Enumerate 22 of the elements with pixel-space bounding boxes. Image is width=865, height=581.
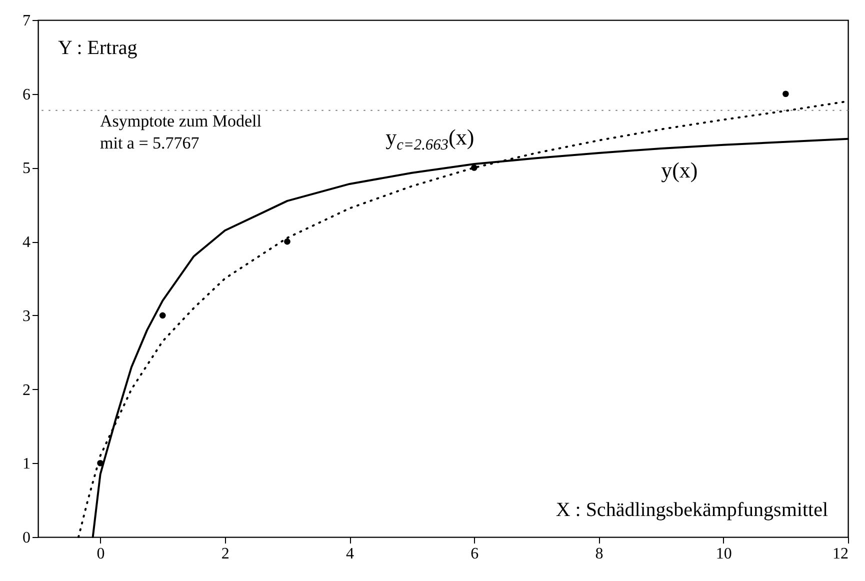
x-tick-label: 4	[346, 546, 354, 562]
x-tick-label: 12	[832, 546, 848, 562]
y-tick-label: 5	[22, 160, 30, 178]
y-tick-label: 6	[22, 86, 30, 104]
point	[284, 238, 290, 245]
annotation: Y : Ertrag	[58, 37, 138, 59]
x-tick-label: 6	[470, 546, 479, 562]
x-tick-label: 2	[221, 546, 230, 562]
series-label: y(x)	[661, 158, 698, 183]
y-tick-label: 3	[22, 308, 30, 325]
annotation: X : Schädlingsbekämpfungsmittel	[556, 499, 828, 521]
y-tick-label: 0	[22, 530, 30, 546]
y-tick-label: 1	[22, 456, 30, 473]
y-tick-label: 2	[22, 382, 30, 399]
point	[782, 90, 789, 98]
point	[159, 312, 166, 319]
x-tick-label: 10	[716, 546, 732, 562]
ref-line-label: Asymptote zum Modell mit a = 5.7767	[100, 111, 262, 152]
x-tick-label: 0	[96, 546, 105, 562]
x-tick-label: 8	[595, 546, 604, 562]
y-tick-label: 4	[22, 234, 30, 252]
y-tick-label: 7	[22, 12, 30, 30]
